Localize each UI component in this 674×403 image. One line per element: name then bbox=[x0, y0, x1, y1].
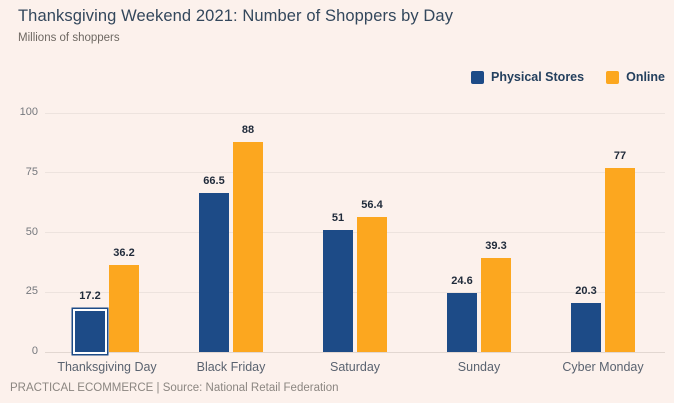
gridline-0 bbox=[45, 351, 665, 353]
value-label-online-saturday: 56.4 bbox=[361, 199, 383, 212]
bar-online-saturday[interactable] bbox=[357, 217, 387, 352]
source-attribution: PRACTICAL ECOMMERCE | Source: National R… bbox=[10, 382, 339, 394]
category-label-sunday: Sunday bbox=[457, 360, 501, 374]
value-label-online-sunday: 39.3 bbox=[485, 240, 507, 253]
legend-label-physical-stores: Physical Stores bbox=[490, 70, 585, 84]
y-axis-tick-50: 50 bbox=[25, 225, 38, 238]
category-label-saturday: Saturday bbox=[329, 360, 381, 374]
legend: Physical Stores Online bbox=[470, 70, 665, 84]
legend-label-online: Online bbox=[626, 70, 665, 84]
bar-online-thanksgiving-day[interactable] bbox=[109, 265, 139, 352]
bar-online-cyber-monday[interactable] bbox=[605, 167, 635, 352]
category-label-thanksgiving-day: Thanksgiving Day bbox=[57, 360, 157, 374]
bar-online-sunday[interactable] bbox=[481, 258, 511, 352]
gridline-50 bbox=[45, 232, 665, 233]
value-label-physical-stores-cyber-monday: 20.3 bbox=[575, 285, 597, 298]
value-label-online-black-friday: 88 bbox=[241, 123, 255, 136]
gridline-25 bbox=[45, 291, 665, 293]
value-label-physical-stores-saturday: 51 bbox=[331, 212, 345, 225]
legend-item-online[interactable]: Online bbox=[606, 70, 665, 84]
chart-subtitle: Millions of shoppers bbox=[18, 32, 120, 44]
value-label-physical-stores-sunday: 24.6 bbox=[451, 275, 473, 288]
value-label-online-thanksgiving-day: 36.2 bbox=[113, 247, 135, 260]
bar-online-black-friday[interactable] bbox=[233, 141, 263, 352]
gridline-75 bbox=[45, 172, 665, 174]
y-axis-tick-100: 100 bbox=[19, 106, 38, 118]
y-axis-tick-0: 0 bbox=[31, 345, 38, 357]
chart-title: Thanksgiving Weekend 2021: Number of Sho… bbox=[18, 7, 454, 25]
bar-physical-stores-sunday[interactable] bbox=[447, 293, 477, 352]
y-axis-tick-75: 75 bbox=[25, 165, 38, 178]
legend-swatch-physical-stores-icon bbox=[470, 70, 484, 84]
bar-physical-stores-thanksgiving-day[interactable] bbox=[75, 310, 105, 352]
category-label-black-friday: Black Friday bbox=[196, 360, 266, 374]
value-label-online-cyber-monday: 77 bbox=[613, 149, 627, 162]
value-label-physical-stores-black-friday: 66.5 bbox=[203, 175, 225, 188]
legend-swatch-online-icon bbox=[606, 70, 620, 84]
bar-physical-stores-black-friday[interactable] bbox=[199, 193, 229, 352]
value-label-physical-stores-thanksgiving-day: 17.2 bbox=[79, 289, 101, 302]
y-axis-tick-25: 25 bbox=[25, 285, 38, 298]
gridline-100 bbox=[45, 112, 665, 114]
legend-item-physical-stores[interactable]: Physical Stores bbox=[470, 70, 585, 84]
bar-physical-stores-saturday[interactable] bbox=[323, 230, 353, 352]
category-label-cyber-monday: Cyber Monday bbox=[562, 360, 644, 374]
bar-physical-stores-cyber-monday[interactable] bbox=[571, 303, 601, 352]
